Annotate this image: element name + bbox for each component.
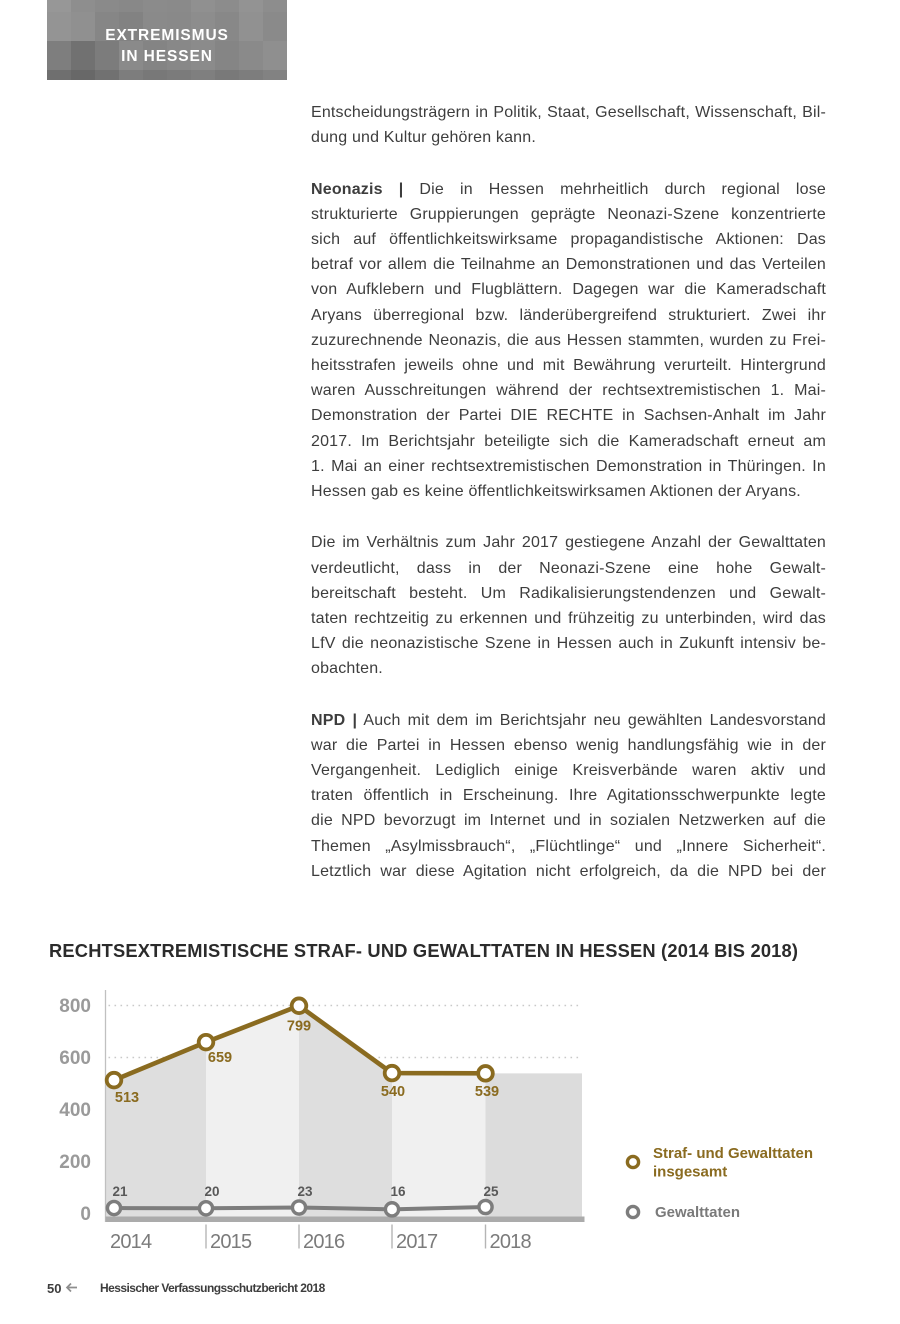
svg-text:799: 799 (287, 1019, 311, 1035)
svg-text:2017: 2017 (396, 1231, 438, 1253)
svg-text:insgesamt: insgesamt (653, 1164, 727, 1181)
svg-text:Straf- und Gewalttaten: Straf- und Gewalttaten (653, 1145, 813, 1162)
svg-text:539: 539 (475, 1084, 499, 1100)
svg-text:0: 0 (80, 1204, 91, 1225)
svg-text:20: 20 (204, 1184, 219, 1199)
svg-text:200: 200 (59, 1152, 91, 1173)
svg-text:400: 400 (59, 1100, 91, 1121)
svg-text:2015: 2015 (210, 1231, 252, 1253)
svg-text:2016: 2016 (303, 1231, 345, 1253)
svg-text:540: 540 (381, 1084, 405, 1100)
svg-text:16: 16 (390, 1184, 406, 1199)
svg-text:23: 23 (297, 1184, 313, 1199)
svg-text:513: 513 (115, 1090, 139, 1106)
svg-text:21: 21 (112, 1184, 128, 1199)
svg-text:2018: 2018 (490, 1231, 532, 1253)
svg-text:600: 600 (59, 1048, 91, 1069)
svg-text:2014: 2014 (110, 1231, 152, 1253)
svg-text:Gewalttaten: Gewalttaten (655, 1204, 740, 1221)
svg-text:25: 25 (483, 1184, 499, 1199)
svg-text:659: 659 (208, 1050, 232, 1066)
svg-text:800: 800 (59, 996, 91, 1017)
